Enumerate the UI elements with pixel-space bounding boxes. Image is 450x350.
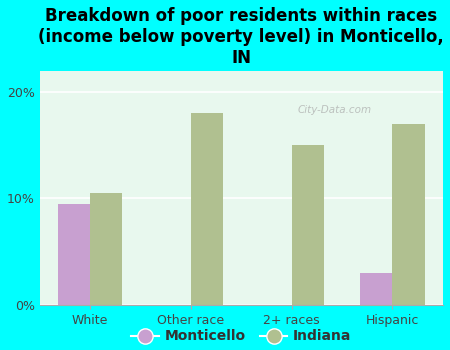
- Bar: [58, 204, 90, 304]
- Bar: [90, 193, 122, 304]
- Text: City-Data.com: City-Data.com: [297, 105, 371, 115]
- Bar: [360, 273, 392, 304]
- Title: Breakdown of poor residents within races
(income below poverty level) in Montice: Breakdown of poor residents within races…: [39, 7, 444, 66]
- Bar: [191, 113, 223, 304]
- Legend: Monticello, Indiana: Monticello, Indiana: [126, 324, 357, 349]
- Bar: [392, 124, 425, 304]
- Bar: [292, 145, 324, 304]
